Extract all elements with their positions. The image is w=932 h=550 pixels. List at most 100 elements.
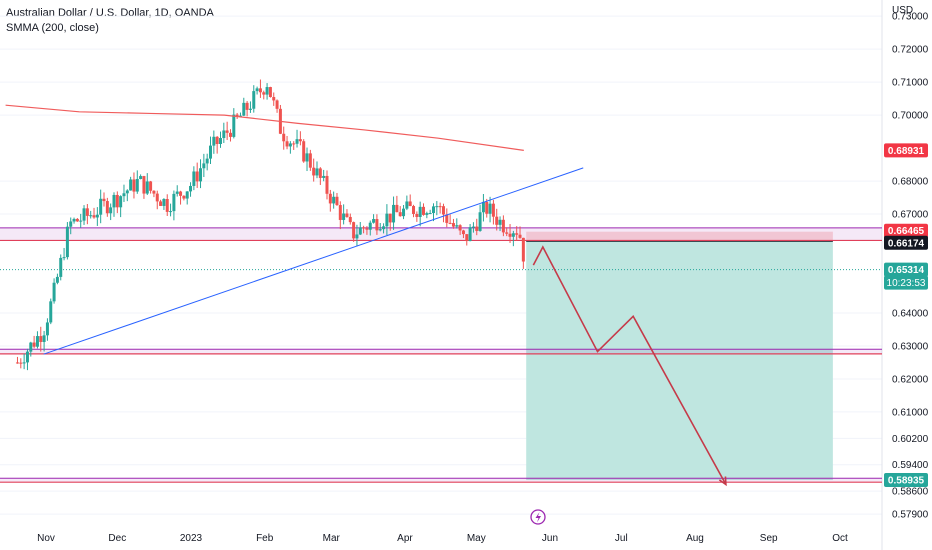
candle-body: [32, 342, 36, 347]
candle-body: [365, 228, 369, 230]
candle-body: [119, 196, 123, 208]
y-tick-label: 0.72000: [892, 45, 929, 56]
candle-body: [362, 227, 366, 229]
time-axis[interactable]: Nov Dec 2023 Feb Mar Apr May Jun Jul Aug Sep Oct: [37, 509, 848, 544]
candle-body: [498, 219, 502, 225]
overlays: [5, 104, 727, 487]
candle-body: [202, 163, 206, 169]
candle-body: [431, 206, 435, 214]
candle-body: [335, 196, 339, 206]
candle-body: [395, 204, 399, 213]
candle-body: [175, 191, 179, 194]
price-badge-label: 0.58935: [888, 476, 925, 487]
indicator-label[interactable]: SMMA (200, close): [6, 22, 99, 34]
candle-body: [69, 221, 73, 227]
candle-body: [262, 92, 266, 95]
y-tick-label: 0.71000: [892, 78, 929, 89]
candle-body: [235, 114, 239, 117]
candle-body: [252, 91, 256, 109]
candle-body: [182, 195, 186, 199]
candle-body: [149, 181, 153, 191]
horizontal-levels: [0, 227, 882, 483]
candle-body: [352, 222, 356, 239]
candle-body: [242, 102, 246, 116]
price-axis[interactable]: 0.73000 0.72000 0.71000 0.70000 0.68000 0.670…: [892, 12, 929, 521]
candle-body: [375, 219, 379, 231]
candle-body: [325, 175, 329, 194]
trendline: [43, 167, 584, 355]
candle-body: [152, 190, 156, 194]
candle-body: [115, 194, 119, 208]
candle-body: [209, 145, 213, 159]
x-tick-label: May: [467, 533, 486, 544]
candle-body: [308, 153, 312, 168]
candle-body: [515, 233, 519, 235]
candle-body: [162, 199, 166, 206]
candle-body: [465, 234, 469, 242]
candle-body: [382, 226, 386, 230]
candle-body: [45, 322, 49, 336]
candle-body: [475, 226, 479, 231]
take-profit-zone: [526, 241, 833, 481]
candle-body: [179, 191, 183, 196]
candle-body: [385, 213, 389, 227]
price-badge: 10:23:53: [884, 275, 928, 290]
flash-icon[interactable]: [530, 509, 546, 525]
price-badge-bg: [884, 223, 928, 238]
y-tick-label: 0.67000: [892, 210, 929, 221]
candle-body: [418, 206, 422, 217]
candle-body: [455, 225, 459, 227]
price-badge: 0.58935: [884, 473, 928, 488]
candle-body: [332, 196, 336, 204]
currency-label[interactable]: USD: [892, 5, 914, 16]
price-badge-bg: [884, 275, 928, 290]
x-tick-label: Sep: [760, 533, 778, 544]
y-tick-label: 0.61000: [892, 407, 929, 418]
price-badge-label: 0.65314: [888, 265, 925, 276]
candle-body: [228, 132, 232, 137]
candle-body: [315, 168, 319, 176]
price-badge-label: 0.66174: [888, 238, 925, 249]
candle-body: [145, 181, 149, 194]
support-level-band: [0, 349, 882, 354]
x-tick-label: Jul: [615, 533, 628, 544]
candle-body: [165, 199, 169, 212]
price-badge-bg: [884, 473, 928, 488]
x-tick-label: Nov: [37, 533, 55, 544]
candle-body: [195, 171, 199, 182]
price-badge-bg: [884, 143, 928, 158]
candle-body: [398, 212, 402, 217]
stop-loss-zone: [526, 231, 833, 242]
candle-body: [298, 139, 302, 142]
candle-body: [358, 227, 362, 235]
candle-body: [159, 201, 163, 206]
price-badge-bg: [884, 235, 928, 250]
candle-body: [372, 219, 376, 223]
candle-body: [72, 218, 76, 222]
y-tick-label: 0.57900: [892, 510, 929, 521]
candle-body: [268, 87, 272, 98]
candle-body: [488, 203, 492, 214]
projection-arrowhead: [718, 476, 727, 487]
price-badge: 0.66465: [884, 223, 928, 238]
price-badge-label: 0.68931: [888, 146, 925, 157]
candle-body: [109, 207, 113, 214]
candle-body: [35, 336, 39, 347]
x-tick-label: Mar: [323, 533, 341, 544]
candle-body: [511, 233, 515, 237]
candle-body: [501, 219, 505, 233]
candle-body: [295, 139, 299, 144]
candle-body: [478, 212, 482, 231]
candle-body: [199, 168, 203, 182]
y-tick-label: 0.62000: [892, 374, 929, 385]
candle-body: [508, 233, 512, 237]
candle-body: [49, 301, 53, 323]
candle-body: [342, 213, 346, 220]
candle-body: [275, 100, 279, 109]
candle-body: [272, 97, 276, 101]
candle-body: [122, 193, 126, 197]
candle-body: [19, 362, 23, 364]
projection-path: [532, 245, 727, 485]
